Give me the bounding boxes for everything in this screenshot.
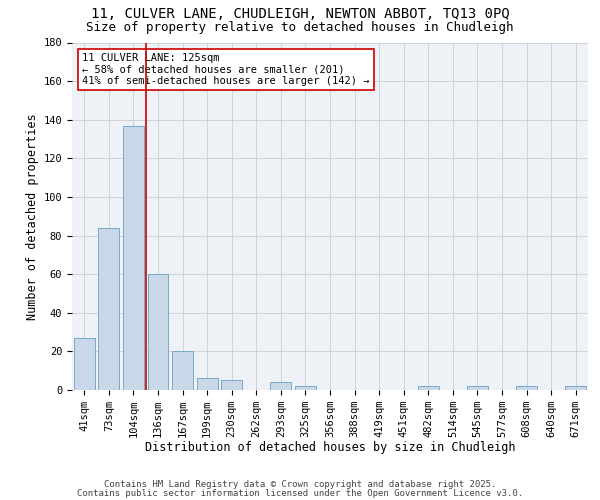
Bar xyxy=(74,338,95,390)
X-axis label: Distribution of detached houses by size in Chudleigh: Distribution of detached houses by size … xyxy=(145,442,515,454)
Text: 11, CULVER LANE, CHUDLEIGH, NEWTON ABBOT, TQ13 0PQ: 11, CULVER LANE, CHUDLEIGH, NEWTON ABBOT… xyxy=(91,8,509,22)
Text: 11 CULVER LANE: 125sqm
← 58% of detached houses are smaller (201)
41% of semi-de: 11 CULVER LANE: 125sqm ← 58% of detached… xyxy=(82,53,370,86)
Bar xyxy=(98,228,119,390)
Bar xyxy=(123,126,144,390)
Bar xyxy=(197,378,218,390)
Y-axis label: Number of detached properties: Number of detached properties xyxy=(26,113,40,320)
Text: Size of property relative to detached houses in Chudleigh: Size of property relative to detached ho… xyxy=(86,21,514,34)
Text: Contains HM Land Registry data © Crown copyright and database right 2025.: Contains HM Land Registry data © Crown c… xyxy=(104,480,496,489)
Bar xyxy=(295,386,316,390)
Bar xyxy=(271,382,292,390)
Bar xyxy=(172,352,193,390)
Bar xyxy=(467,386,488,390)
Text: Contains public sector information licensed under the Open Government Licence v3: Contains public sector information licen… xyxy=(77,489,523,498)
Bar xyxy=(221,380,242,390)
Bar xyxy=(565,386,586,390)
Bar xyxy=(418,386,439,390)
Bar xyxy=(516,386,537,390)
Bar xyxy=(148,274,169,390)
